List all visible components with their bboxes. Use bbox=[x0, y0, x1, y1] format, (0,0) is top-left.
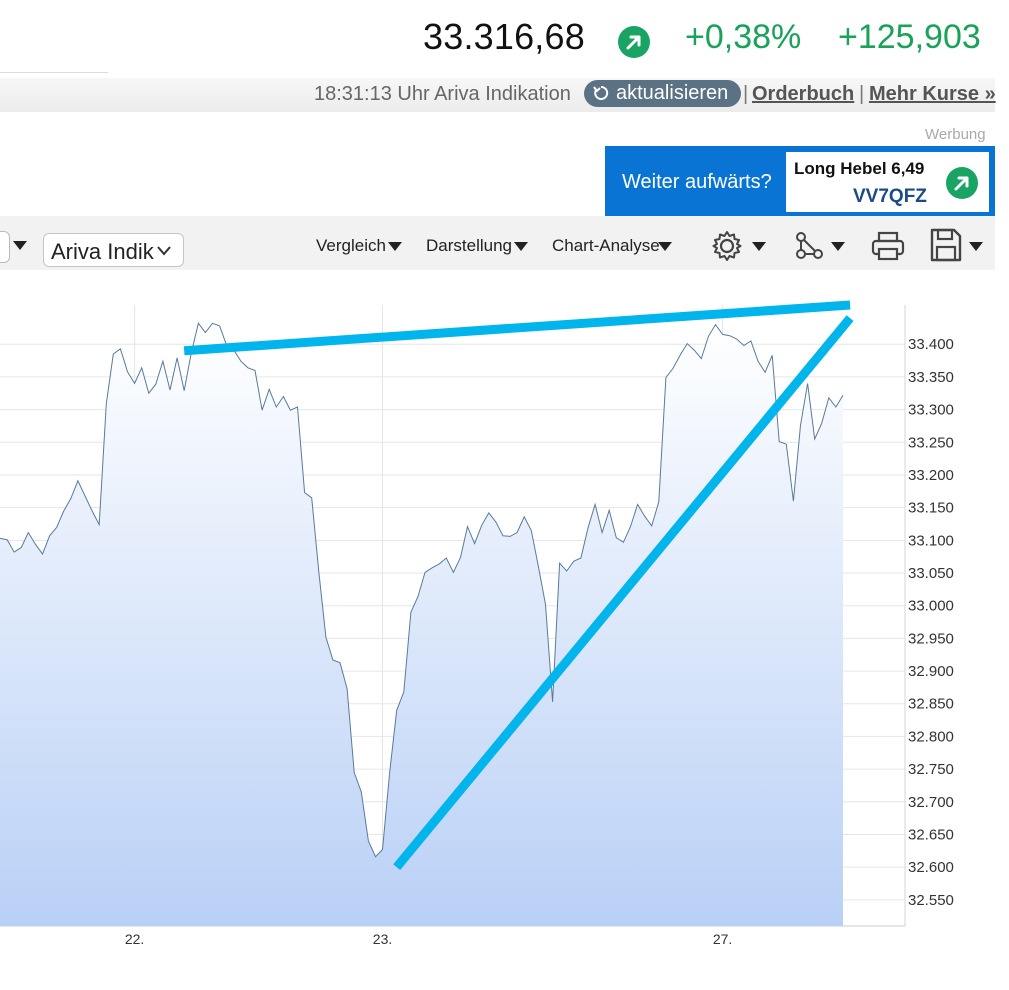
ad-product-code[interactable]: VV7QFZ bbox=[853, 186, 927, 207]
y-tick-label: 33.000 bbox=[908, 598, 954, 615]
y-axis: 33.400 33.350 33.300 33.250 33.200 33.150 33.1… bbox=[908, 336, 954, 909]
y-tick-label: 33.300 bbox=[908, 402, 954, 419]
change-percent: +0,38% bbox=[685, 18, 802, 56]
compare-menu[interactable]: Vergleich bbox=[316, 236, 386, 255]
support-trend-line bbox=[393, 315, 854, 871]
last-price: 33.316,68 bbox=[423, 16, 585, 57]
quote-info-bar bbox=[0, 78, 995, 112]
y-tick-label: 32.750 bbox=[908, 761, 954, 778]
x-axis: 22. 23. 27. bbox=[125, 931, 732, 947]
header-divider bbox=[0, 72, 108, 73]
y-tick-label: 33.100 bbox=[908, 532, 954, 549]
caret-down-icon[interactable] bbox=[388, 239, 402, 257]
y-tick-label: 32.800 bbox=[908, 728, 954, 745]
price-chart[interactable]: 33.400 33.350 33.300 33.250 33.200 33.150 33.1… bbox=[0, 270, 1009, 990]
refresh-button[interactable]: aktualisieren bbox=[584, 80, 741, 107]
change-absolute: +125,903 bbox=[838, 18, 981, 56]
caret-down-icon[interactable] bbox=[969, 239, 983, 257]
y-tick-label: 33.350 bbox=[908, 369, 954, 386]
y-tick-label: 33.050 bbox=[908, 565, 954, 582]
y-tick-label: 33.250 bbox=[908, 434, 954, 451]
separator: | bbox=[859, 83, 865, 105]
price-area bbox=[0, 323, 843, 926]
y-tick-label: 32.900 bbox=[908, 663, 954, 680]
caret-down-icon[interactable] bbox=[831, 239, 845, 257]
display-menu[interactable]: Darstellung bbox=[426, 236, 512, 255]
y-tick-label: 32.650 bbox=[908, 826, 954, 843]
ad-label: Werbung bbox=[925, 126, 986, 143]
chevron-down-icon[interactable] bbox=[157, 243, 171, 261]
x-tick-label: 22. bbox=[125, 931, 144, 947]
refresh-icon bbox=[592, 84, 610, 107]
quote-timestamp: 18:31:13 Uhr Ariva Indikation bbox=[314, 83, 571, 105]
y-tick-label: 33.400 bbox=[908, 336, 954, 353]
caret-down-icon[interactable] bbox=[514, 239, 528, 257]
arrow-up-right-icon bbox=[618, 26, 650, 58]
chart-analysis-menu[interactable]: Chart-Analyse bbox=[552, 236, 660, 255]
y-tick-label: 32.700 bbox=[908, 794, 954, 811]
save-icon[interactable] bbox=[929, 227, 963, 268]
arrow-up-right-icon[interactable] bbox=[946, 167, 978, 199]
separator: | bbox=[743, 83, 749, 105]
caret-down-icon[interactable] bbox=[752, 239, 766, 257]
period-select[interactable] bbox=[0, 231, 10, 263]
orderbook-link[interactable]: Orderbuch bbox=[752, 83, 855, 105]
source-select-value[interactable]: Ariva Indik bbox=[51, 239, 154, 264]
resistance-trend-line bbox=[183, 300, 851, 356]
trend-lines bbox=[183, 300, 854, 871]
x-tick-label: 27. bbox=[713, 931, 732, 947]
x-tick-label: 23. bbox=[373, 931, 392, 947]
y-tick-label: 32.850 bbox=[908, 696, 954, 713]
caret-down-icon[interactable] bbox=[13, 238, 27, 256]
y-tick-label: 32.550 bbox=[908, 892, 954, 909]
more-quotes-link[interactable]: Mehr Kurse » bbox=[869, 83, 996, 105]
ad-text[interactable]: Weiter aufwärts? bbox=[622, 171, 772, 193]
caret-down-icon[interactable] bbox=[658, 239, 672, 257]
network-icon[interactable] bbox=[792, 229, 826, 268]
printer-icon[interactable] bbox=[870, 229, 906, 268]
ad-product-name[interactable]: Long Hebel 6,49 bbox=[794, 159, 925, 178]
y-tick-label: 33.150 bbox=[908, 500, 954, 517]
price-line bbox=[0, 322, 844, 858]
y-tick-label: 32.600 bbox=[908, 859, 954, 876]
y-tick-label: 32.950 bbox=[908, 630, 954, 647]
y-tick-label: 33.200 bbox=[908, 467, 954, 484]
gear-icon[interactable] bbox=[710, 229, 744, 268]
